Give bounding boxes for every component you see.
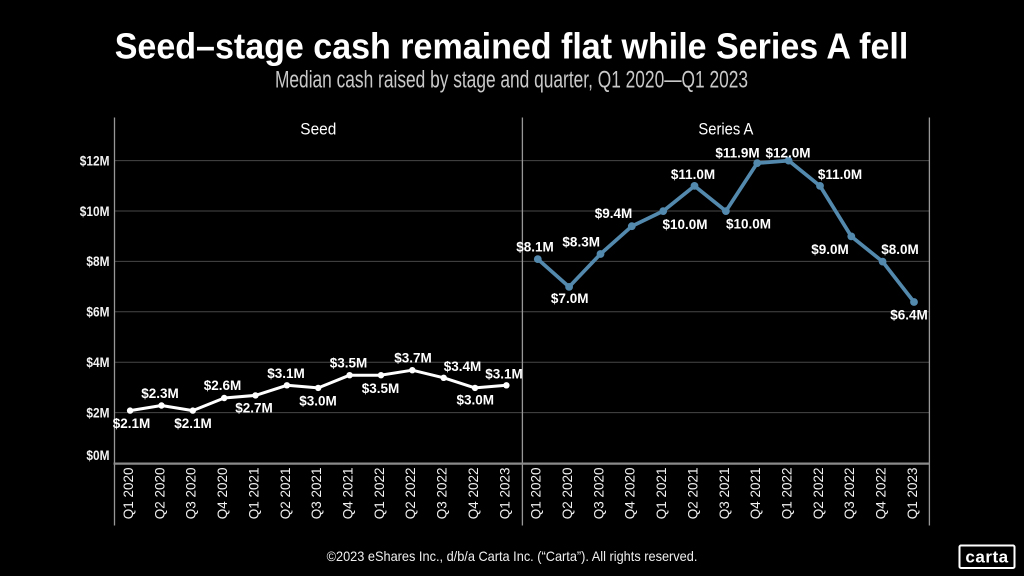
svg-text:Q2 2021: Q2 2021 bbox=[278, 468, 293, 520]
svg-text:$10.0M: $10.0M bbox=[726, 216, 771, 231]
svg-text:$3.1M: $3.1M bbox=[485, 366, 523, 381]
svg-text:Q2 2020: Q2 2020 bbox=[152, 468, 167, 520]
svg-text:Q4 2020: Q4 2020 bbox=[623, 468, 638, 520]
svg-text:$4M: $4M bbox=[86, 354, 109, 370]
svg-text:$8.1M: $8.1M bbox=[516, 239, 554, 254]
svg-text:$3.5M: $3.5M bbox=[330, 356, 368, 371]
svg-text:Q1 2020: Q1 2020 bbox=[121, 468, 136, 520]
svg-text:Q3 2021: Q3 2021 bbox=[309, 468, 324, 520]
svg-text:$3.5M: $3.5M bbox=[362, 381, 400, 396]
svg-text:$8.3M: $8.3M bbox=[562, 235, 600, 250]
svg-text:$7.0M: $7.0M bbox=[551, 291, 589, 306]
svg-text:$3.4M: $3.4M bbox=[444, 359, 482, 374]
svg-text:Q1 2022: Q1 2022 bbox=[780, 468, 795, 520]
svg-text:Q4 2021: Q4 2021 bbox=[748, 468, 763, 520]
svg-text:Q2 2020: Q2 2020 bbox=[560, 468, 575, 520]
svg-text:$9.0M: $9.0M bbox=[811, 242, 849, 257]
svg-text:$3.7M: $3.7M bbox=[394, 351, 432, 366]
svg-text:Q3 2022: Q3 2022 bbox=[435, 468, 450, 520]
svg-text:Q2 2022: Q2 2022 bbox=[811, 468, 826, 520]
svg-text:Q1 2023: Q1 2023 bbox=[497, 468, 512, 520]
svg-text:Q2 2021: Q2 2021 bbox=[685, 468, 700, 520]
svg-text:$11.0M: $11.0M bbox=[671, 167, 715, 182]
svg-text:$2.1M: $2.1M bbox=[113, 416, 151, 431]
svg-text:$2M: $2M bbox=[86, 405, 109, 421]
svg-text:$2.7M: $2.7M bbox=[235, 401, 273, 416]
svg-text:Q1 2022: Q1 2022 bbox=[372, 468, 387, 520]
svg-text:$6.4M: $6.4M bbox=[890, 307, 928, 322]
svg-text:Q3 2021: Q3 2021 bbox=[717, 468, 732, 520]
svg-text:Seed: Seed bbox=[300, 120, 336, 139]
svg-text:Q1 2020: Q1 2020 bbox=[529, 468, 544, 520]
svg-text:Q4 2022: Q4 2022 bbox=[466, 468, 481, 520]
svg-text:$3.0M: $3.0M bbox=[457, 392, 495, 407]
svg-text:Q1 2021: Q1 2021 bbox=[654, 468, 669, 520]
svg-text:Seed–stage cash remained flat: Seed–stage cash remained flat while Seri… bbox=[115, 26, 909, 66]
svg-text:$11.9M: $11.9M bbox=[715, 145, 759, 160]
svg-text:$8.0M: $8.0M bbox=[881, 242, 919, 257]
svg-text:Q3 2020: Q3 2020 bbox=[591, 468, 606, 520]
svg-text:$10.0M: $10.0M bbox=[662, 217, 707, 232]
svg-text:$9.4M: $9.4M bbox=[595, 206, 633, 221]
svg-text:$6M: $6M bbox=[86, 304, 109, 320]
svg-text:$2.1M: $2.1M bbox=[174, 416, 212, 431]
svg-text:$12.0M: $12.0M bbox=[765, 145, 810, 160]
svg-text:carta: carta bbox=[965, 547, 1008, 566]
svg-text:$0M: $0M bbox=[86, 447, 109, 463]
svg-text:Series A: Series A bbox=[698, 120, 753, 138]
svg-text:$12M: $12M bbox=[80, 153, 110, 169]
svg-text:Q4 2020: Q4 2020 bbox=[215, 468, 230, 520]
svg-text:$11.0M: $11.0M bbox=[818, 167, 862, 182]
svg-text:$3.1M: $3.1M bbox=[267, 366, 305, 381]
svg-text:$8M: $8M bbox=[86, 253, 109, 269]
svg-text:Q2 2022: Q2 2022 bbox=[403, 468, 418, 520]
svg-text:$2.3M: $2.3M bbox=[141, 386, 179, 401]
svg-text:Q1 2023: Q1 2023 bbox=[905, 468, 920, 520]
svg-text:$2.6M: $2.6M bbox=[204, 378, 242, 393]
svg-text:©2023 eShares Inc., d/b/a Cart: ©2023 eShares Inc., d/b/a Carta Inc. (“C… bbox=[327, 549, 698, 564]
svg-text:Q3 2022: Q3 2022 bbox=[842, 468, 857, 520]
svg-text:Q3 2020: Q3 2020 bbox=[184, 468, 199, 520]
svg-text:Q4 2022: Q4 2022 bbox=[874, 468, 889, 520]
svg-text:$10M: $10M bbox=[80, 203, 110, 219]
svg-text:Median cash raised by stage an: Median cash raised by stage and quarter,… bbox=[275, 67, 748, 93]
svg-text:Q4 2021: Q4 2021 bbox=[341, 468, 356, 520]
svg-text:$3.0M: $3.0M bbox=[299, 394, 337, 409]
svg-text:Q1 2021: Q1 2021 bbox=[246, 468, 261, 520]
